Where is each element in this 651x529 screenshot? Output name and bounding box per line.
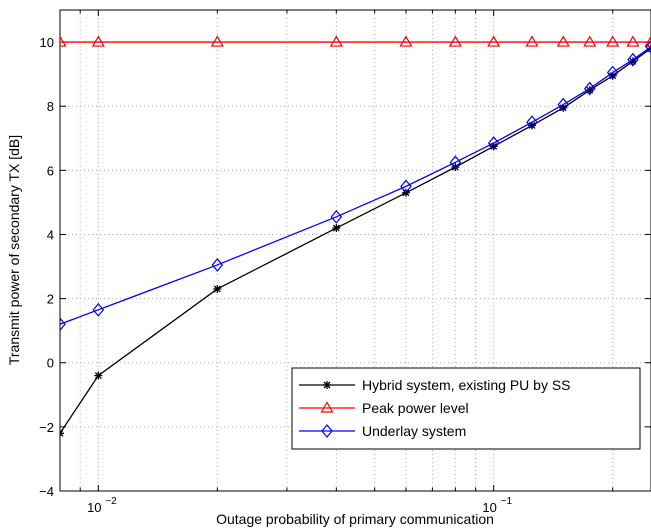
- x-tick-label: 10: [482, 500, 496, 515]
- legend-label: Peak power level: [362, 400, 469, 416]
- legend-item: Peak power level: [299, 400, 469, 416]
- triangle-marker: [91, 35, 105, 47]
- legend-item: Underlay system: [299, 423, 466, 439]
- y-tick-label: 2: [47, 292, 54, 307]
- asterisk-marker: [94, 371, 103, 380]
- diamond-marker: [211, 257, 224, 272]
- plot-series: [60, 35, 651, 438]
- triangle-marker: [525, 35, 539, 47]
- diamond-marker: [583, 81, 596, 96]
- asterisk-marker: [60, 429, 64, 438]
- y-tick-label: 10: [40, 35, 54, 50]
- series-line: [60, 46, 651, 325]
- diamond-marker: [557, 97, 570, 112]
- triangle-marker: [606, 35, 620, 47]
- triangle-marker: [320, 401, 334, 413]
- diamond-marker: [60, 317, 66, 332]
- triangle-marker: [626, 35, 640, 47]
- y-tick-label: −2: [39, 420, 54, 435]
- diamond-marker: [449, 155, 462, 170]
- triangle-marker: [583, 35, 597, 47]
- y-axis-label: Transmit power of secondary TX [dB]: [6, 135, 22, 365]
- axes-box: [59, 9, 651, 492]
- x-tick-label-exponent: −1: [501, 496, 513, 507]
- diamond-marker: [330, 209, 343, 224]
- triangle-marker: [448, 35, 462, 47]
- diamond-marker: [400, 179, 412, 194]
- y-tick-label: 8: [47, 99, 54, 114]
- series-2: [60, 35, 651, 47]
- diamond-marker: [627, 52, 639, 67]
- x-axis-label: Outage probability of primary communicat…: [216, 511, 494, 527]
- series-3: [60, 39, 651, 332]
- triangle-marker: [399, 35, 413, 47]
- tick-labels: −4 −2 0 2 4 6 8 10 10 −2 10 −1: [39, 35, 512, 515]
- triangle-marker: [329, 35, 343, 47]
- legend-label: Underlay system: [362, 423, 466, 439]
- triangle-marker: [644, 35, 651, 47]
- legend: Hybrid system, existing PU by SS Peak pow…: [291, 367, 641, 450]
- series-layer: [60, 35, 651, 438]
- ticks: [60, 10, 651, 492]
- legend-item: Hybrid system, existing PU by SS: [299, 377, 571, 393]
- y-tick-label: 6: [47, 163, 54, 178]
- y-tick-label: 4: [47, 227, 54, 242]
- diamond-marker: [526, 115, 538, 130]
- asterisk-marker: [323, 381, 331, 389]
- x-tick-label: 10: [87, 500, 101, 515]
- triangle-marker: [556, 35, 570, 47]
- diamond-marker: [645, 39, 651, 54]
- diamond-marker: [606, 65, 619, 80]
- triangle-marker: [210, 35, 224, 47]
- axes-frame: [59, 9, 651, 492]
- y-tick-label: −4: [39, 484, 54, 499]
- x-tick-label-exponent: −2: [105, 496, 117, 507]
- triangle-marker: [487, 35, 501, 47]
- y-tick-label: 0: [47, 356, 54, 371]
- diamond-marker: [92, 302, 105, 317]
- triangle-marker: [60, 35, 67, 47]
- legend-label: Hybrid system, existing PU by SS: [362, 377, 571, 393]
- asterisk-marker: [213, 284, 222, 293]
- diamond-marker: [487, 136, 500, 151]
- asterisk-marker: [332, 224, 341, 233]
- diamond-marker: [321, 424, 333, 438]
